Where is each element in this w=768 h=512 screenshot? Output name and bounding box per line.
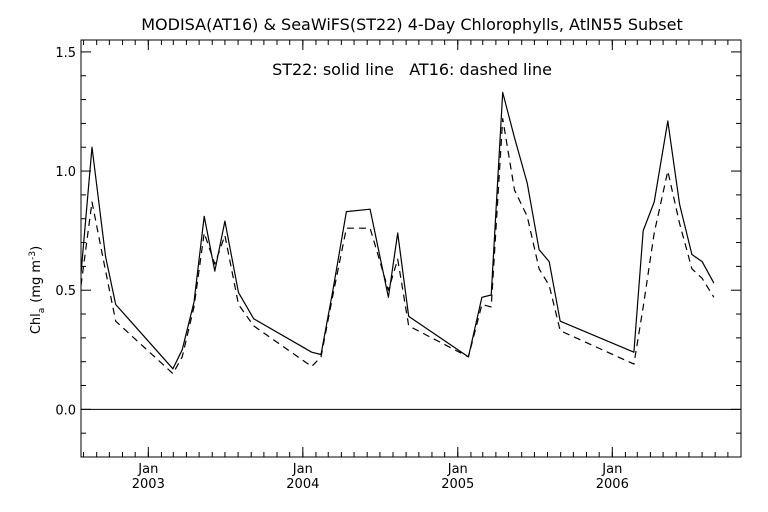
x-tick-label-year: 2006: [596, 477, 629, 492]
line-style-annotation: ST22: solid line AT16: dashed line: [272, 60, 552, 79]
y-tick-label: 1.0: [55, 165, 76, 180]
x-tick-label-year: 2003: [132, 477, 165, 492]
y-axis-ticks: 0.0 0.5 1.0 1.5: [55, 46, 741, 458]
plot-frame: [80, 39, 742, 458]
series-layer: [80, 91, 715, 375]
series-line-at16: [80, 117, 715, 375]
x-tick-label-month: Jan: [292, 462, 313, 477]
series-line-st22: [80, 91, 715, 370]
x-tick-label-month: Jan: [447, 462, 468, 477]
y-axis-label-close: ): [29, 246, 44, 251]
y-tick-label: 0.5: [55, 284, 76, 299]
y-tick-label: 0.0: [55, 403, 76, 418]
x-tick-label-month: Jan: [601, 462, 622, 477]
chart-title: MODISA(AT16) & SeaWiFS(ST22) 4-Day Chlor…: [141, 15, 683, 34]
y-axis-label-superscript: -3: [28, 251, 38, 260]
x-tick-label-month: Jan: [137, 462, 158, 477]
x-tick-label-year: 2005: [441, 477, 474, 492]
x-tick-label-year: 2004: [286, 477, 319, 492]
y-axis-label-subscript: a: [37, 308, 47, 314]
y-tick-label: 1.5: [55, 46, 76, 61]
y-axis-label-main: Chl: [29, 313, 44, 334]
y-axis-label: Chla (mg m-3): [28, 246, 47, 334]
y-axis-label-units: (mg m: [29, 260, 44, 303]
